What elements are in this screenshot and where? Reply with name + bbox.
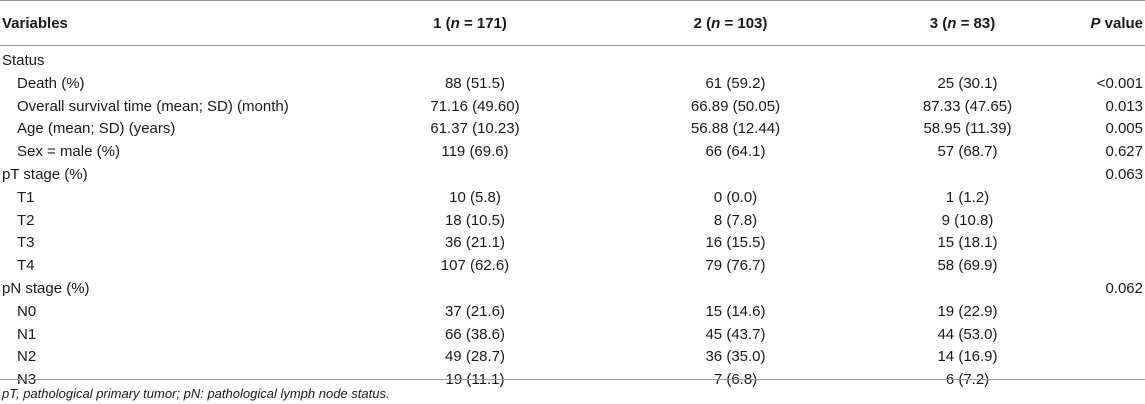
- cell-group-1: 37 (21.6): [444, 302, 506, 320]
- cell-group-2: 15 (14.6): [705, 302, 766, 320]
- cell-group-2: 61 (59.2): [705, 74, 766, 92]
- cell-group-1: 61.37 (10.23): [430, 120, 520, 138]
- table-row: T2 18 (10.5) 8 (7.8) 9 (10.8): [0, 210, 1145, 233]
- table-row: T3 36 (21.1) 16 (15.5) 15 (18.1): [0, 232, 1145, 255]
- cell-p-value: [1076, 255, 1145, 278]
- table-row: Status: [0, 46, 1145, 73]
- cell-group-3: 87.33 (47.65): [922, 97, 1013, 115]
- row-label: Sex = male (%): [17, 143, 120, 161]
- cell-group-3: 19 (22.9): [937, 302, 998, 320]
- cell-group-3: 15 (18.1): [937, 234, 998, 252]
- cell-group-1: 10 (5.8): [449, 188, 501, 206]
- table-footnote: pT, pathological primary tumor; pN: path…: [2, 386, 390, 401]
- cell-p-value: [1076, 46, 1145, 73]
- cell-group-3: 58.95 (11.39): [923, 120, 1012, 138]
- row-label: N0: [17, 302, 37, 320]
- data-table: Variables 1 (n = 171) 2 (n = 103) 3 (n =…: [0, 0, 1145, 392]
- cell-group-3: [859, 164, 1076, 187]
- cell-p-value: 0.627: [1105, 143, 1143, 161]
- cell-group-1: [338, 164, 612, 187]
- cell-group-3: [859, 278, 1076, 301]
- cell-p-value: [1076, 346, 1145, 369]
- cell-group-1: 107 (62.6): [440, 257, 510, 275]
- row-label: N1: [17, 325, 37, 343]
- cell-p-value: 0.013: [1105, 97, 1143, 115]
- row-label: N2: [17, 348, 37, 366]
- cell-p-value: 0.063: [1105, 165, 1143, 183]
- table-row: Overall survival time (mean; SD) (month)…: [0, 96, 1145, 119]
- cell-p-value: 0.062: [1105, 279, 1143, 297]
- row-label: Age (mean; SD) (years): [17, 120, 176, 138]
- cell-group-1: 71.16 (49.60): [430, 97, 520, 115]
- table-row: T1 10 (5.8) 0 (0.0) 1 (1.2): [0, 187, 1145, 210]
- table-row: Sex = male (%) 119 (69.6) 66 (64.1) 57 (68.…: [0, 141, 1145, 164]
- row-label: Status: [2, 52, 45, 69]
- cell-group-2: 66.89 (50.05): [690, 97, 781, 115]
- row-label: T4: [17, 257, 35, 275]
- cell-group-2: 7 (6.8): [713, 371, 758, 389]
- cell-group-2: 0 (0.0): [713, 188, 758, 206]
- table-body: Status Death (%) 88 (51.5) 61 (59.2) 25 (30.…: [0, 46, 1145, 392]
- cell-p-value: [1076, 369, 1145, 392]
- table-bottom-rule: [0, 379, 1145, 380]
- cell-group-1: 49 (28.7): [444, 348, 506, 366]
- cell-p-value: [1076, 301, 1145, 324]
- table-row: N2 49 (28.7) 36 (35.0) 14 (16.9): [0, 346, 1145, 369]
- cell-group-2: 66 (64.1): [705, 143, 766, 161]
- cell-p-value: [1076, 210, 1145, 233]
- row-label: Death (%): [17, 74, 85, 92]
- cell-group-1: 66 (38.6): [444, 325, 506, 343]
- table-row: Death (%) 88 (51.5) 61 (59.2) 25 (30.1) <0.0…: [0, 73, 1145, 96]
- cell-group-2: [612, 278, 859, 301]
- cell-p-value: [1076, 324, 1145, 347]
- cell-group-1: [338, 278, 612, 301]
- cell-group-2: 45 (43.7): [705, 325, 766, 343]
- header-group-2: 2 (n = 103): [612, 0, 859, 46]
- row-label: pN stage (%): [2, 279, 90, 297]
- header-row: Variables 1 (n = 171) 2 (n = 103) 3 (n =…: [0, 0, 1145, 46]
- cell-group-2: [612, 164, 859, 187]
- row-label: Overall survival time (mean; SD) (month): [17, 97, 289, 115]
- cell-group-2: 8 (7.8): [713, 211, 758, 229]
- header-group-3: 3 (n = 83): [859, 0, 1076, 46]
- cell-group-3: 6 (7.2): [945, 371, 990, 389]
- cell-group-3: [859, 46, 1076, 73]
- cell-p-value: [1076, 187, 1145, 210]
- cell-group-1: 119 (69.6): [441, 143, 509, 161]
- row-label: pT stage (%): [2, 165, 88, 183]
- cell-group-3: 44 (53.0): [937, 325, 998, 343]
- row-label: T2: [17, 211, 35, 229]
- cell-group-1: [338, 46, 612, 73]
- table-row: Age (mean; SD) (years) 61.37 (10.23) 56.88…: [0, 118, 1145, 141]
- cell-group-3: 1 (1.2): [945, 188, 990, 206]
- row-label: T3: [17, 234, 35, 252]
- cell-group-3: 25 (30.1): [937, 74, 998, 92]
- cell-group-1: 36 (21.1): [444, 234, 506, 252]
- cell-p-value: [1076, 232, 1145, 255]
- cell-group-2: [612, 46, 859, 73]
- cell-group-1: 88 (51.5): [444, 74, 506, 92]
- table-row: pT stage (%) 0.063: [0, 164, 1145, 187]
- cell-group-3: 58 (69.9): [937, 257, 998, 275]
- header-variables: Variables: [0, 0, 338, 46]
- cell-p-value: 0.005: [1105, 120, 1143, 138]
- cell-group-2: 16 (15.5): [705, 234, 766, 252]
- cell-group-2: 56.88 (12.44): [690, 120, 781, 138]
- table-row: T4 107 (62.6) 79 (76.7) 58 (69.9): [0, 255, 1145, 278]
- cell-group-2: 36 (35.0): [705, 348, 766, 366]
- cell-group-2: 79 (76.7): [705, 257, 766, 275]
- row-label: T1: [17, 188, 35, 206]
- table-row: N0 37 (21.6) 15 (14.6) 19 (22.9): [0, 301, 1145, 324]
- cell-group-3: 9 (10.8): [941, 211, 994, 229]
- header-p-value: P value: [1076, 0, 1145, 46]
- cell-group-3: 57 (68.7): [937, 143, 998, 161]
- header-group-1: 1 (n = 171): [338, 0, 612, 46]
- cell-p-value: <0.001: [1096, 74, 1143, 92]
- table-row: N1 66 (38.6) 45 (43.7) 44 (53.0): [0, 324, 1145, 347]
- table-row: pN stage (%) 0.062: [0, 278, 1145, 301]
- cell-group-3: 14 (16.9): [937, 348, 998, 366]
- cell-group-1: 18 (10.5): [444, 211, 506, 229]
